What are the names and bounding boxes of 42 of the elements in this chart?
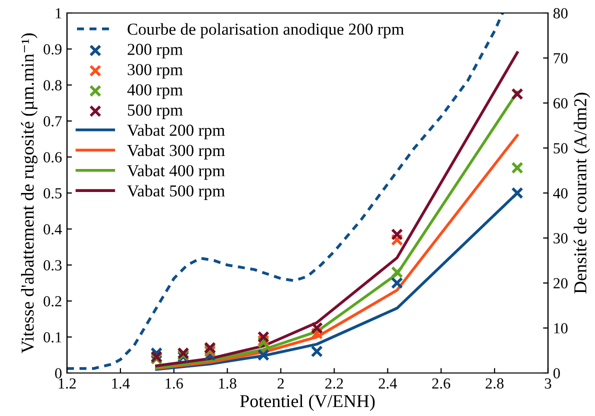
x-tick-label: 3 [544, 378, 552, 389]
x-tick-label: 2.4 [378, 378, 397, 389]
legend-label: Vabat 400 rpm [127, 164, 225, 180]
y2-tick-label: 10 [554, 323, 568, 334]
y2-tick-label: 50 [554, 143, 568, 154]
legend-label: 300 rpm [128, 64, 183, 79]
y-tick-label: 0.4 [44, 224, 62, 235]
legend-label: 200 rpm [128, 44, 183, 58]
x-tick-label: 2 [278, 378, 284, 388]
legend-label: Vabat 200 rpm [127, 124, 225, 140]
x-tick-label: 1.2 [58, 378, 76, 389]
y2-tick-label: 80 [553, 8, 568, 18]
legend-label: 400 rpm [127, 84, 183, 99]
x-tick-label: 1.4 [112, 378, 130, 389]
y-tick-label: 0.8 [44, 80, 62, 91]
y-tick-label: 0.7 [44, 116, 62, 127]
y-tick-label: 0.2 [44, 296, 62, 307]
x-tick-label: 2.8 [486, 378, 504, 389]
y2-axis-title: Densité de courant (A/dm2) [574, 92, 590, 294]
y2-tick-label: 20 [554, 278, 568, 288]
y-tick-label: 1 [56, 8, 62, 18]
y-tick-label: 0.9 [44, 44, 62, 55]
y-tick-label: 0.6 [44, 152, 62, 163]
legend-label: Vabat 500 rpm [127, 184, 225, 200]
y2-tick-label: 60 [554, 98, 568, 108]
y-axis-title: Vitesse d'abattement de rugosité (µm.min⁻¹) [21, 33, 38, 354]
y2-tick-label: 0 [553, 368, 560, 378]
x-axis-title: Potentiel (V/ENH) [240, 394, 375, 411]
legend-label: 500 rpm [128, 104, 183, 120]
y-tick-label: 0.5 [44, 188, 62, 199]
x-tick-label: 2.6 [432, 378, 450, 389]
legend-label: Vabat 300 rpm [127, 144, 225, 160]
x-tick-label: 2.2 [325, 378, 343, 389]
y2-tick-label: 40 [553, 188, 568, 198]
y2-tick-label: 70 [554, 53, 568, 64]
x-tick-label: 1.6 [166, 378, 183, 389]
y-tick-label: 0.1 [44, 332, 62, 343]
y-tick-label: 0 [55, 368, 62, 378]
y2-tick-label: 30 [554, 233, 568, 244]
y-tick-label: 0.3 [44, 260, 62, 271]
x-tick-label: 1.8 [219, 378, 236, 389]
legend-label: Courbe de polarisation anodique 200 rpm [128, 23, 404, 38]
